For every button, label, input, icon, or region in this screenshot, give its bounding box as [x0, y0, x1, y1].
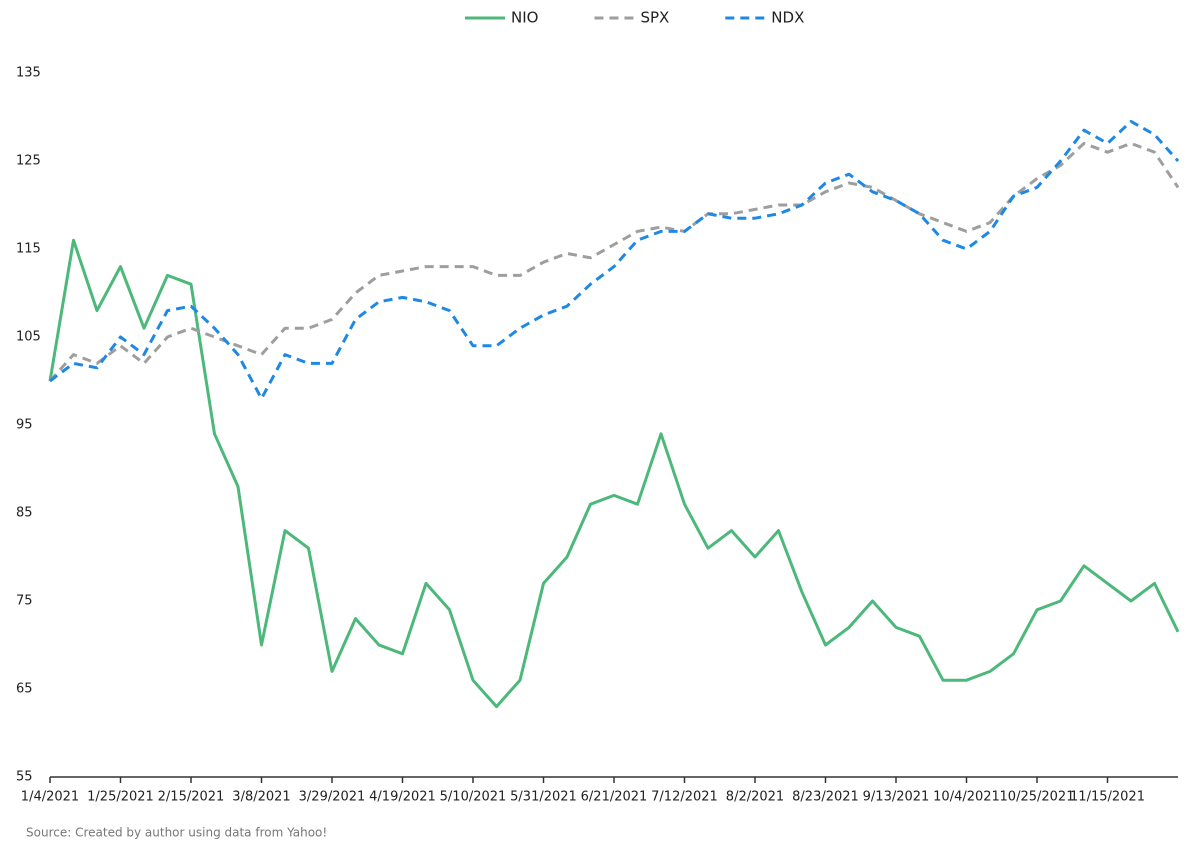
x-tick-label: 6/21/2021	[581, 790, 648, 805]
x-tick-label: 8/23/2021	[792, 790, 859, 805]
series-line	[48, 238, 1180, 709]
x-tick-label: 1/25/2021	[87, 790, 154, 805]
series-line	[49, 119, 1180, 401]
x-tick-label: 11/15/2021	[1070, 790, 1145, 805]
x-tick-label: 4/19/2021	[369, 790, 436, 805]
y-tick-label: 125	[16, 154, 41, 169]
x-tick-label: 10/25/2021	[1000, 790, 1075, 805]
x-tick-label: 3/29/2021	[299, 790, 366, 805]
y-tick-label: 135	[16, 66, 41, 81]
x-tick-label: 8/2/2021	[726, 790, 784, 805]
y-tick-label: 105	[16, 330, 41, 345]
x-tick-label: 5/10/2021	[440, 790, 507, 805]
x-tick-label: 5/31/2021	[510, 790, 577, 805]
y-tick-label: 95	[16, 418, 33, 433]
legend-label: SPX	[640, 9, 669, 27]
legend-label: NIO	[511, 9, 538, 27]
y-tick-label: 75	[16, 594, 33, 609]
series-line	[48, 141, 1180, 382]
x-tick-label: 3/8/2021	[232, 790, 290, 805]
y-tick-label: 115	[16, 242, 41, 257]
y-tick-label: 85	[16, 506, 33, 521]
x-tick-label: 1/4/2021	[21, 790, 79, 805]
x-tick-label: 10/4/2021	[933, 790, 1000, 805]
x-tick-label: 2/15/2021	[158, 790, 225, 805]
x-tick-label: 7/12/2021	[651, 790, 718, 805]
y-tick-label: 55	[16, 770, 33, 785]
legend-label: NDX	[771, 9, 804, 27]
source-note: Source: Created by author using data fro…	[26, 826, 327, 840]
y-tick-label: 65	[16, 682, 33, 697]
x-tick-label: 9/13/2021	[863, 790, 930, 805]
